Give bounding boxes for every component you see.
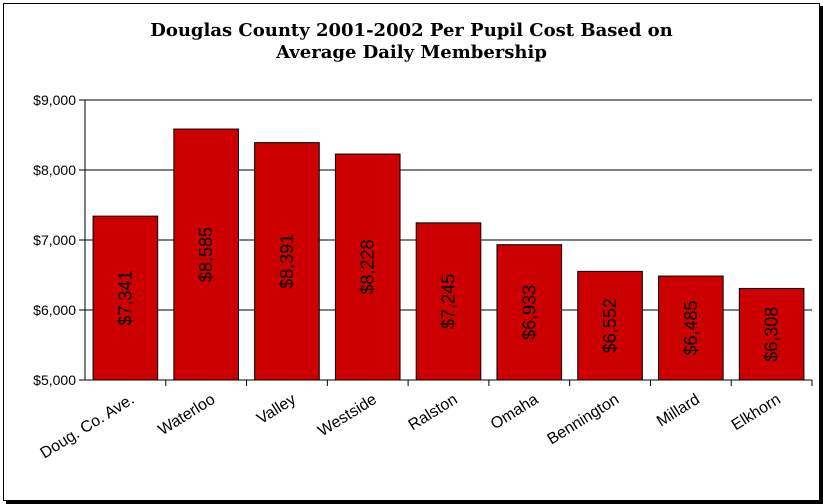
y-tick-label: $8,000 xyxy=(33,162,76,178)
y-tick-label: $9,000 xyxy=(33,92,76,108)
y-tick-label: $5,000 xyxy=(33,372,76,388)
data-label: $6,933 xyxy=(519,285,539,340)
data-label: $7,341 xyxy=(115,271,135,326)
bar xyxy=(738,287,805,381)
data-label: $6,308 xyxy=(762,307,782,362)
data-label: $7,245 xyxy=(439,274,459,329)
bar xyxy=(496,244,563,381)
chart-title: Douglas County 2001-2002 Per Pupil Cost … xyxy=(0,20,823,64)
data-label: $6,485 xyxy=(681,300,701,355)
category-label: Bennington xyxy=(545,391,623,448)
category-label: Ralston xyxy=(406,391,461,434)
chart-title-line-2: Average Daily Membership xyxy=(276,42,547,63)
data-label: $6,552 xyxy=(600,298,620,353)
category-label: Millard xyxy=(654,391,703,430)
category-label: Omaha xyxy=(488,391,542,433)
y-tick-label: $7,000 xyxy=(33,232,76,248)
category-label: Elkhorn xyxy=(729,391,784,434)
category-label: Valley xyxy=(254,391,299,428)
y-tick-label: $6,000 xyxy=(33,302,76,318)
bar xyxy=(415,222,482,381)
bar xyxy=(173,128,239,381)
data-label: $8,585 xyxy=(196,227,216,282)
category-label: Waterloo xyxy=(155,391,218,439)
category-label: Westside xyxy=(315,391,380,440)
bar xyxy=(577,270,643,381)
category-label: Doug. Co. Ave. xyxy=(37,391,137,462)
data-label: $8,391 xyxy=(277,234,297,289)
data-label: $8,228 xyxy=(358,239,378,294)
chart-title-line-1: Douglas County 2001-2002 Per Pupil Cost … xyxy=(150,20,673,41)
bar xyxy=(254,142,320,381)
